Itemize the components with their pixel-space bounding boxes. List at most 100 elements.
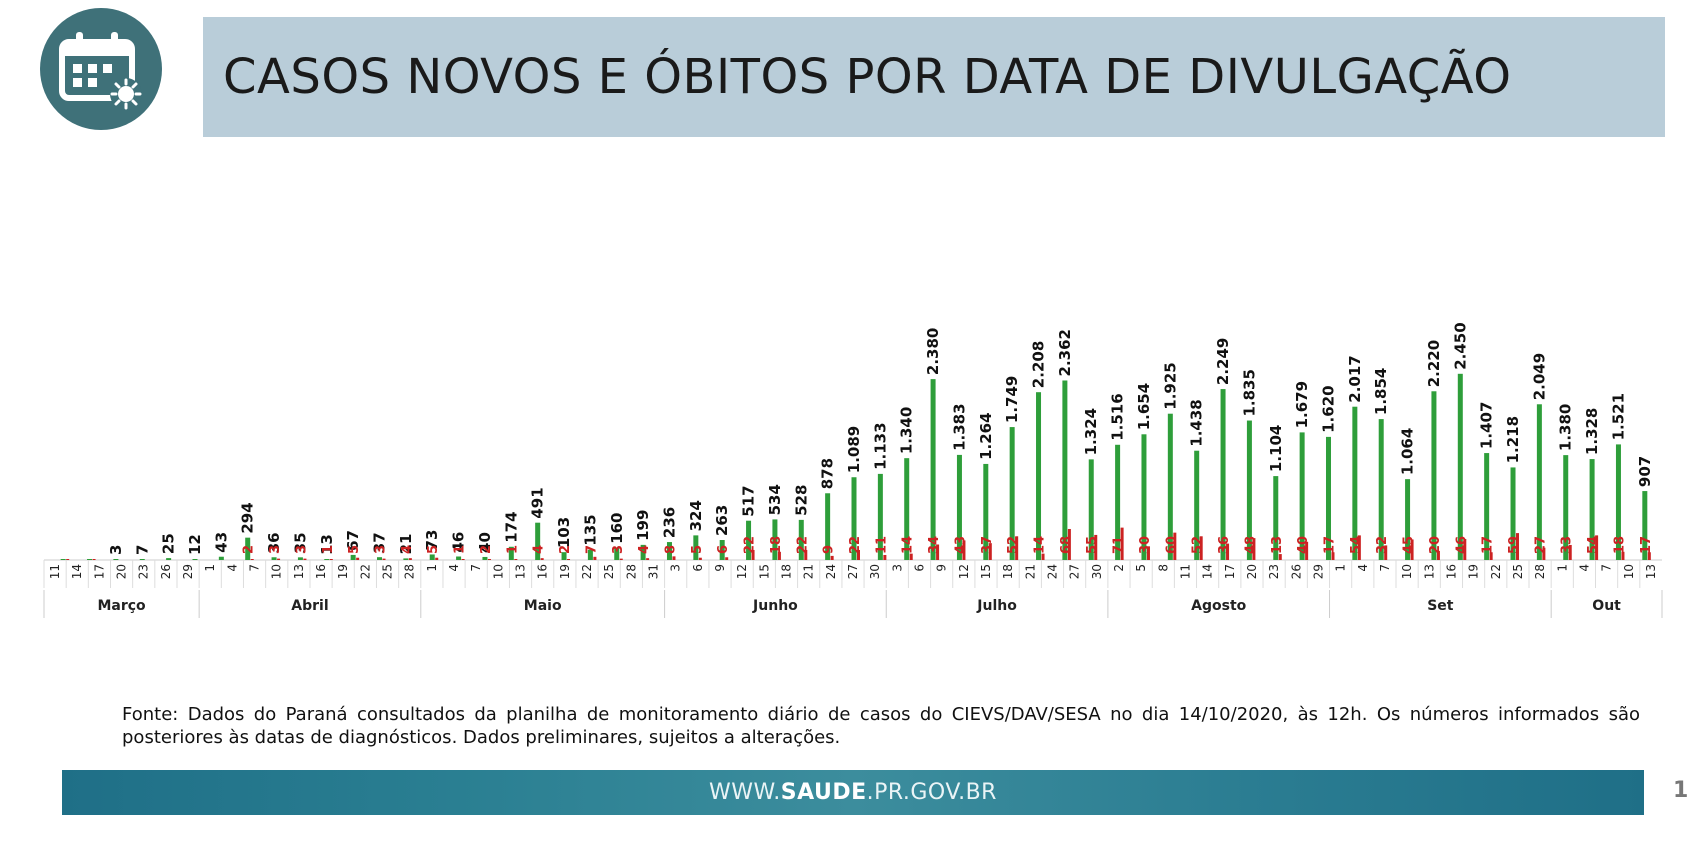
- case-value-label: 43: [212, 532, 230, 553]
- x-tick-label: 7: [248, 564, 262, 572]
- case-bar: [666, 542, 672, 560]
- case-value-label: 2.450: [1451, 322, 1469, 369]
- case-bar: [1299, 432, 1305, 560]
- x-tick-label: 21: [802, 564, 816, 579]
- x-tick-label: 22: [580, 564, 594, 579]
- death-value-label: 48: [1243, 536, 1258, 554]
- x-tick-label: 25: [381, 564, 395, 579]
- death-value-label: 54: [1586, 536, 1601, 554]
- death-value-label: 18: [769, 536, 784, 554]
- death-value-label: 52: [1006, 536, 1021, 554]
- death-bar: [514, 559, 518, 560]
- case-value-label: 1.064: [1399, 428, 1417, 475]
- case-bar: [1167, 413, 1173, 560]
- x-tick-label: 16: [536, 564, 550, 579]
- death-value-label: 2: [558, 545, 573, 554]
- case-value-label: 1.679: [1293, 381, 1311, 428]
- case-bar: [403, 558, 409, 560]
- case-bar: [693, 535, 699, 560]
- death-bar: [936, 544, 940, 560]
- x-tick-label: 3: [890, 564, 904, 572]
- x-tick-label: 16: [314, 564, 328, 579]
- death-bar: [909, 553, 913, 560]
- death-bar: [487, 559, 491, 560]
- death-value-label: 34: [927, 536, 942, 554]
- case-value-label: 21: [397, 534, 415, 555]
- x-tick-label: 13: [1644, 564, 1658, 579]
- case-bar: [877, 473, 883, 560]
- case-value-label: 1.380: [1557, 404, 1575, 451]
- x-tick-label: 20: [1245, 564, 1259, 579]
- x-tick-label: 13: [292, 564, 306, 579]
- x-tick-label: 27: [1068, 564, 1082, 579]
- case-value-label: 1.521: [1609, 393, 1627, 440]
- death-bar: [725, 557, 729, 560]
- death-value-label: 36: [1217, 536, 1232, 554]
- x-tick-label: 20: [115, 564, 129, 579]
- website-url[interactable]: WWW.SAUDE.PR.GOV.BR: [62, 770, 1644, 815]
- death-bar: [1173, 532, 1177, 560]
- case-bar: [1036, 392, 1042, 560]
- case-value-label: 1.654: [1135, 383, 1153, 430]
- case-bar: [1115, 444, 1121, 560]
- x-tick-label: 28: [1533, 564, 1547, 579]
- case-value-label: 2.220: [1425, 340, 1443, 387]
- death-value-label: 11: [874, 536, 889, 554]
- death-bar: [408, 558, 412, 560]
- death-value-label: 5: [690, 545, 705, 554]
- death-bar: [988, 543, 992, 560]
- death-bar: [1595, 535, 1599, 560]
- death-bar: [1331, 552, 1335, 560]
- x-tick-label: 12: [957, 564, 971, 579]
- case-bar: [1484, 453, 1490, 560]
- x-tick-label: 22: [1489, 564, 1503, 579]
- death-bar: [1568, 544, 1572, 560]
- case-value-label: 46: [450, 532, 468, 553]
- case-value-label: 174: [502, 511, 520, 542]
- death-value-label: 17: [1639, 536, 1654, 554]
- case-bar: [535, 522, 541, 560]
- death-bar: [672, 556, 676, 560]
- case-bar: [218, 556, 224, 560]
- month-label: Março: [97, 598, 146, 614]
- death-value-label: 3: [268, 545, 283, 554]
- death-value-label: 14: [901, 536, 916, 554]
- death-bar: [777, 551, 781, 560]
- x-tick-label: 6: [691, 564, 705, 572]
- death-bar: [1278, 554, 1282, 560]
- death-value-label: 17: [1322, 536, 1337, 554]
- death-bar: [804, 549, 808, 560]
- x-tick-label: 10: [270, 564, 284, 579]
- death-bar: [1436, 550, 1440, 560]
- death-bar: [1146, 546, 1150, 560]
- death-value-label: 1: [505, 545, 520, 554]
- case-bar: [1352, 406, 1358, 560]
- case-value-label: 1.089: [845, 426, 863, 473]
- case-value-label: 103: [555, 517, 573, 548]
- x-tick-label: 17: [1223, 564, 1237, 579]
- x-tick-label: 28: [403, 564, 417, 579]
- death-value-label: 43: [953, 536, 968, 554]
- x-tick-label: 10: [491, 564, 505, 579]
- death-value-label: 52: [1191, 536, 1206, 554]
- death-bar: [883, 554, 887, 560]
- death-bar: [356, 557, 360, 560]
- case-bar: [166, 558, 172, 560]
- death-bar: [751, 549, 755, 560]
- case-value-label: 1.749: [1003, 376, 1021, 423]
- case-bar: [508, 546, 514, 560]
- case-value-label: 40: [476, 532, 494, 553]
- x-tick-label: 19: [558, 564, 572, 579]
- case-bar: [1273, 476, 1279, 560]
- case-bar: [1615, 444, 1621, 560]
- death-bar: [1489, 552, 1493, 560]
- death-bar: [1384, 545, 1388, 560]
- death-value-label: 8: [663, 545, 678, 554]
- x-tick-label: 4: [447, 564, 461, 572]
- death-value-label: 27: [1533, 536, 1548, 554]
- death-value-label: 60: [1164, 536, 1179, 554]
- case-value-label: 1.925: [1161, 362, 1179, 409]
- x-tick-label: 7: [1600, 564, 1614, 572]
- case-value-label: 2.049: [1530, 353, 1548, 400]
- case-bar: [271, 557, 277, 560]
